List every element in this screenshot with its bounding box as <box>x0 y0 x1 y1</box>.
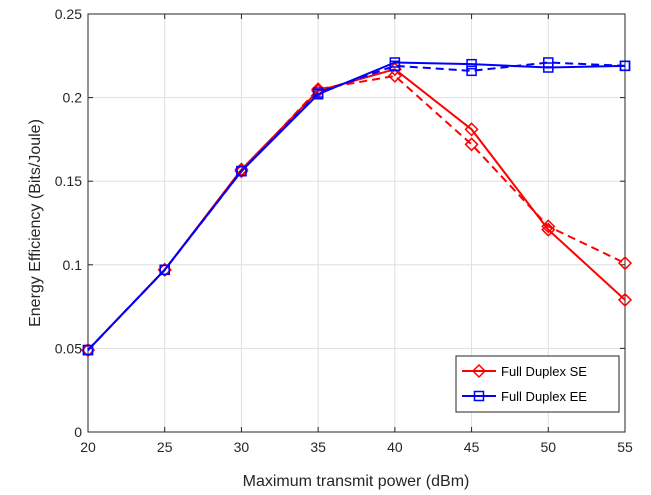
y-tick-label: 0.15 <box>55 173 82 189</box>
legend-marker <box>473 390 485 402</box>
legend-box <box>455 355 620 413</box>
y-tick-label: 0.2 <box>63 90 83 106</box>
data-point <box>464 137 479 152</box>
data-point <box>466 58 477 70</box>
data-point <box>236 165 247 177</box>
y-tick-label: 0 <box>74 424 82 440</box>
y-axis-label: Energy Efficiency (Bits/Joule) <box>27 119 44 327</box>
data-point <box>466 65 477 77</box>
legend-entry: Full Duplex EE <box>462 389 587 404</box>
x-axis-label: Maximum transmit power (dBm) <box>243 473 470 490</box>
legend: Full Duplex SE Full Duplex EE <box>455 355 620 413</box>
legend-entry: Full Duplex SE <box>462 363 587 379</box>
data-point <box>159 264 170 276</box>
series-full-duplex-ee-dashed <box>82 57 631 356</box>
legend-marker <box>471 363 487 379</box>
y-tick-label: 0.1 <box>63 257 83 273</box>
y-tick-label: 0.05 <box>55 340 82 356</box>
x-tick-label: 45 <box>464 439 480 455</box>
x-tick-label: 50 <box>540 439 556 455</box>
x-tick-label: 20 <box>80 439 96 455</box>
series-layer <box>80 57 633 358</box>
series-line <box>87 61 626 351</box>
data-point <box>464 122 479 137</box>
data-point <box>82 344 94 356</box>
data-point <box>312 87 324 98</box>
data-point <box>387 68 402 83</box>
data-point <box>619 60 631 72</box>
x-tick-label: 55 <box>617 439 633 455</box>
x-tick-label: 30 <box>234 439 250 455</box>
axis-ticks: 20 25 30 35 40 45 50 55 0 0.05 0.1 0.15 0.2 0.25 <box>55 6 633 455</box>
data-point <box>617 292 633 307</box>
data-point <box>389 60 401 72</box>
data-point <box>617 256 633 271</box>
x-tick-label: 40 <box>387 439 403 455</box>
y-tick-label: 0.25 <box>55 6 82 22</box>
plot-area-frame <box>87 13 626 433</box>
data-point <box>543 57 554 68</box>
x-tick-label: 35 <box>310 439 326 455</box>
data-point <box>541 219 556 234</box>
legend-label: Full Duplex SE <box>501 364 587 379</box>
x-tick-label: 25 <box>157 439 173 455</box>
legend-label: Full Duplex EE <box>501 389 587 404</box>
